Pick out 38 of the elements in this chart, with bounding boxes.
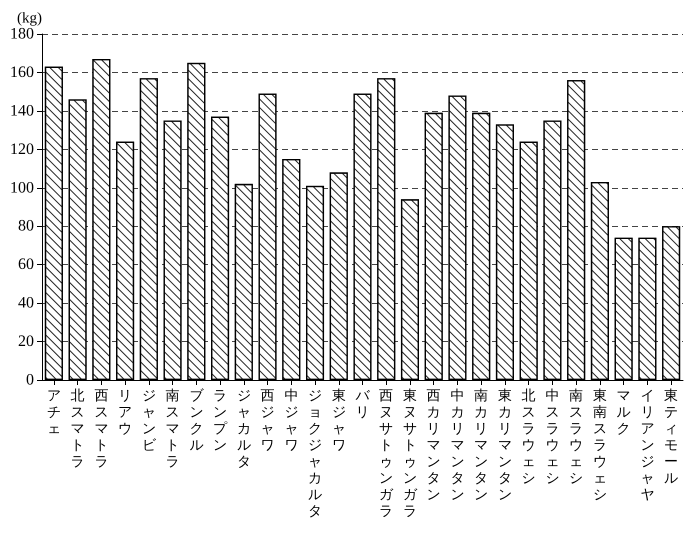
x-tick-label: バリ (354, 388, 370, 420)
x-tick-label: 東ヌサトゥンガラ (402, 388, 418, 520)
x-tick-label: 南カリマンタン (474, 388, 488, 503)
x-tick-label: 北スラウェシ (522, 388, 536, 486)
y-tick-label: 60 (18, 256, 34, 274)
x-tick-label: 西カリマンタン (426, 388, 441, 503)
x-tick-label: 西ジャワ (260, 388, 275, 454)
y-tick-label: 20 (18, 333, 34, 350)
y-tick-label: 40 (18, 294, 34, 312)
x-tick-label: 南スマトラ (166, 388, 180, 470)
x-tick-label: 南スラウェシ (569, 388, 584, 486)
x-tick-label: 中ジャワ (284, 388, 298, 454)
x-tick-label: イリアンジャヤ (640, 388, 654, 503)
x-tick-label: マルク (616, 388, 631, 437)
y-tick-label: 0 (26, 372, 34, 388)
x-tick-label: 東ティモール (664, 388, 678, 486)
x-tick-label: 北スマトラ (70, 388, 85, 470)
x-tick-label: アチェ (46, 388, 61, 437)
y-tick-label: 120 (10, 140, 34, 158)
x-tick-label: 中カリマンタン (450, 388, 464, 503)
x-tick-label: 西スマトラ (94, 388, 108, 470)
x-tick-label: ブンクル (189, 388, 204, 454)
x-tick-label: 東南スラウェシ (592, 388, 607, 503)
x-tick-label: 中スラウェシ (545, 388, 560, 486)
x-tick-label: リアウ (118, 388, 132, 437)
x-tick-label: ジャカルタ (236, 388, 251, 470)
x-tick-label: ジョクジャカルタ (308, 388, 322, 520)
x-tick-label: ランプン (213, 388, 228, 454)
y-tick-label: 100 (10, 179, 34, 196)
x-tick-label: 東ジャワ (332, 388, 346, 454)
y-tick-label: 140 (10, 102, 34, 120)
y-axis-title: (kg) (17, 10, 42, 26)
x-tick-label: 東カリマンタン (498, 388, 512, 503)
y-tick-label: 80 (18, 218, 34, 235)
y-tick-label: 160 (10, 64, 34, 81)
x-tick-label: ジャンビ (142, 388, 157, 454)
x-tick-label: 西ヌサトゥンガラ (379, 388, 394, 520)
y-tick-label: 180 (10, 26, 34, 42)
